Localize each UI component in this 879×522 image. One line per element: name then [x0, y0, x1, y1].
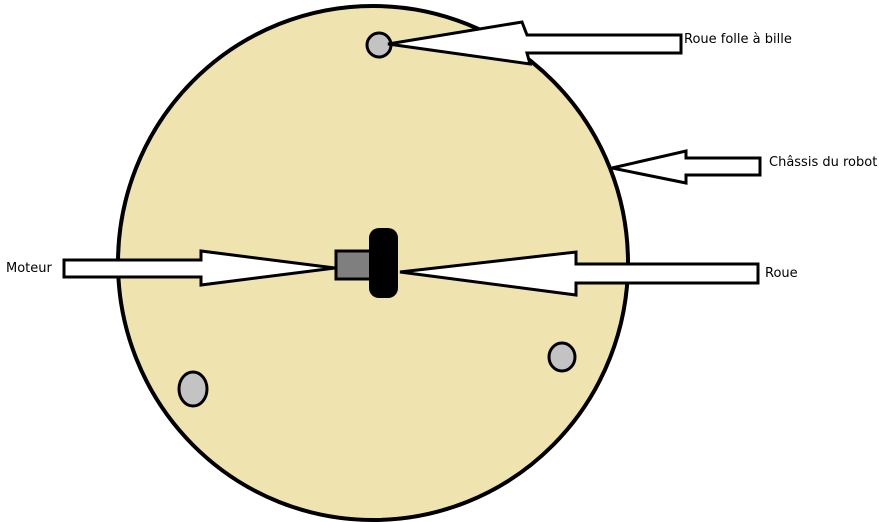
wheel: [369, 228, 398, 298]
motor-arrow: [62, 249, 336, 287]
wheel-label: Roue: [765, 266, 798, 281]
motor-label: Moteur: [6, 261, 52, 276]
caster-ball-top: [365, 31, 393, 59]
caster-label: Roue folle à bille: [684, 32, 792, 47]
chassis-label: Châssis du robot: [769, 155, 878, 170]
caster-ball-left: [177, 370, 209, 408]
motor-block: [334, 249, 374, 281]
chassis-arrow: [611, 149, 762, 185]
wheel-arrow: [399, 250, 760, 297]
caster-ball-right: [547, 341, 577, 373]
caster-arrow: [387, 20, 683, 66]
